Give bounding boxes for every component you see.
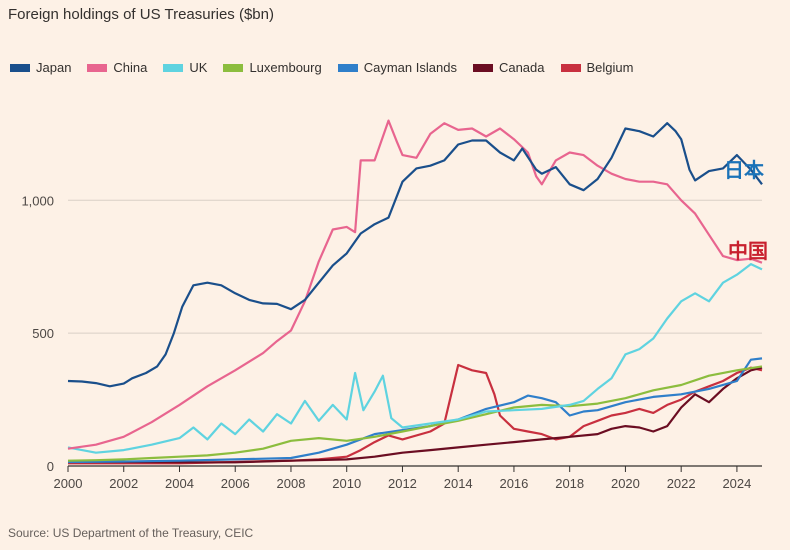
legend-swatch	[10, 63, 30, 72]
legend-label: Cayman Islands	[363, 60, 457, 75]
legend-item-canada: Canada	[472, 60, 545, 75]
source-note: Source: US Department of the Treasury, C…	[8, 526, 254, 540]
legend-swatch	[337, 63, 358, 72]
legend-item-china: China	[87, 60, 147, 75]
x-tick-label: 2016	[499, 476, 528, 491]
legend-item-belgium: Belgium	[560, 60, 634, 75]
series-line-japan	[67, 122, 763, 388]
x-tick-label: 2020	[611, 476, 640, 491]
legend-item-japan: Japan	[10, 60, 71, 75]
chart-title: Foreign holdings of US Treasuries ($bn)	[8, 6, 274, 23]
legend-item-luxembourg: Luxembourg	[223, 60, 322, 75]
y-tick-label: 0	[47, 459, 54, 474]
legend-swatch	[560, 63, 581, 72]
legend-label: Japan	[36, 60, 72, 75]
x-tick-label: 2004	[165, 476, 194, 491]
annotation-japan: 日本	[724, 158, 764, 182]
legend-item-uk: UK	[163, 60, 207, 75]
legend-swatch	[163, 63, 184, 72]
legend-label: UK	[189, 60, 208, 75]
legend-swatch	[472, 63, 493, 72]
series-line-uk	[67, 263, 763, 454]
legend-label: Belgium	[586, 60, 634, 75]
series-line-china	[67, 119, 763, 450]
y-tick-label: 1,000	[21, 193, 54, 208]
x-tick-label: 2024	[722, 476, 751, 491]
y-tick-label: 500	[32, 326, 54, 341]
x-tick-label: 2006	[221, 476, 250, 491]
legend-item-cayman-islands: Cayman Islands	[337, 60, 457, 75]
grid: 0 500 1,000	[21, 193, 762, 474]
legend: Japan China UK Luxembourg Cayman Islands Cana…	[10, 60, 633, 75]
x-tick-label: 2000	[54, 476, 83, 491]
x-tick-label: 2002	[109, 476, 138, 491]
x-tick-label: 2008	[277, 476, 306, 491]
x-tick-label: 2014	[444, 476, 473, 491]
legend-swatch	[87, 63, 108, 72]
legend-label: Canada	[498, 60, 545, 75]
annotation-china: 中国	[728, 239, 768, 263]
x-tick-label: 2012	[388, 476, 417, 491]
x-tick-label: 2022	[667, 476, 696, 491]
legend-swatch	[223, 63, 244, 72]
series-line-luxembourg	[67, 365, 763, 462]
x-tick-label: 2018	[555, 476, 584, 491]
axes: 2000 2002 2004 2006 2008 2010 2012 2014 2016 2018…	[54, 466, 751, 491]
legend-label: Luxembourg	[249, 60, 322, 75]
x-tick-label: 2010	[332, 476, 361, 491]
series-line-canada	[68, 366, 763, 464]
series-lines	[67, 119, 763, 465]
legend-label: China	[113, 60, 148, 75]
series-line-belgium	[68, 363, 763, 465]
series-line-cayman-islands	[67, 357, 763, 464]
